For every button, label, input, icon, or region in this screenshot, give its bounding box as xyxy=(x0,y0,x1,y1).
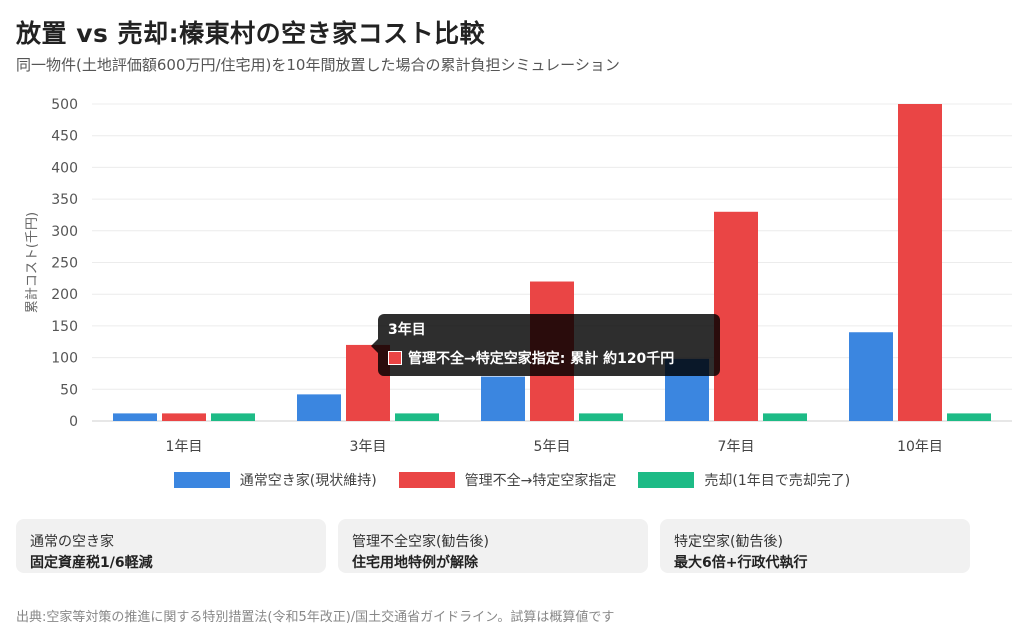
card-value: 固定資産税1/6軽減 xyxy=(30,555,153,571)
legend-swatch-designated xyxy=(398,472,455,488)
info-card-normal: 通常の空き家 固定資産税1/6軽減 xyxy=(16,519,326,573)
y-tick-label: 300 xyxy=(51,224,78,240)
bar-2-0 xyxy=(211,413,255,421)
y-tick-label: 450 xyxy=(51,129,78,145)
tooltip-title: 3年目 xyxy=(388,322,426,338)
page-title: 放置 vs 売却:榛東村の空き家コスト比較 xyxy=(16,19,486,48)
tooltip-arrow xyxy=(371,339,378,353)
bar-1-4 xyxy=(898,104,942,421)
card-label: 管理不全空家(勧告後) xyxy=(352,534,489,550)
x-tick-label: 3年目 xyxy=(350,439,387,455)
legend-label-sale: 売却(1年目で売却完了) xyxy=(704,473,851,489)
y-tick-label: 100 xyxy=(51,351,78,367)
legend-item-designated[interactable]: 管理不全→特定空家指定 xyxy=(398,470,617,490)
y-tick-label: 500 xyxy=(51,97,78,113)
y-tick-label: 400 xyxy=(51,160,78,176)
y-tick-label: 150 xyxy=(51,319,78,335)
bar-1-0 xyxy=(162,413,206,421)
bar-0-0 xyxy=(113,413,157,421)
legend-item-sale[interactable]: 売却(1年目で売却完了) xyxy=(638,470,850,490)
card-value: 最大6倍+行政代執行 xyxy=(674,555,808,571)
bar-0-4 xyxy=(849,332,893,421)
bar-0-1 xyxy=(297,394,341,421)
tooltip-swatch xyxy=(388,351,402,365)
y-tick-label: 50 xyxy=(60,382,78,398)
bar-2-1 xyxy=(395,413,439,421)
y-tick-label: 200 xyxy=(51,287,78,303)
y-axis-label: 累計コスト(千円) xyxy=(24,212,40,313)
card-label: 通常の空き家 xyxy=(30,534,114,550)
x-tick-label: 7年目 xyxy=(718,439,755,455)
y-tick-label: 0 xyxy=(69,414,78,430)
info-cards: 通常の空き家 固定資産税1/6軽減 管理不全空家(勧告後) 住宅用地特例が解除 … xyxy=(16,519,970,573)
info-card-designated: 特定空家(勧告後) 最大6倍+行政代執行 xyxy=(660,519,970,573)
y-tick-label: 350 xyxy=(51,192,78,208)
card-value: 住宅用地特例が解除 xyxy=(352,555,478,571)
chart-legend: 通常空き家(現状維持) 管理不全→特定空家指定 売却(1年目で売却完了) xyxy=(0,470,1024,490)
card-label: 特定空家(勧告後) xyxy=(674,534,783,550)
bar-2-3 xyxy=(763,413,807,421)
legend-item-normal[interactable]: 通常空き家(現状維持) xyxy=(173,470,377,490)
y-tick-label: 250 xyxy=(51,256,78,272)
legend-label-designated: 管理不全→特定空家指定 xyxy=(464,473,617,489)
bar-2-2 xyxy=(579,413,623,421)
x-tick-label: 1年目 xyxy=(166,439,203,455)
bar-0-2 xyxy=(481,376,525,421)
tooltip-text: 管理不全→特定空家指定: 累計 約120千円 xyxy=(408,351,675,367)
tooltip-body: 管理不全→特定空家指定: 累計 約120千円 xyxy=(388,348,710,368)
bar-1-3 xyxy=(714,211,758,421)
legend-swatch-sale xyxy=(638,472,695,488)
x-tick-label: 10年目 xyxy=(897,439,943,455)
info-card-mismanaged: 管理不全空家(勧告後) 住宅用地特例が解除 xyxy=(338,519,648,573)
source-note: 出典:空家等対策の推進に関する特別措置法(令和5年改正)/国土交通省ガイドライン… xyxy=(16,610,615,625)
bar-chart: 0 50 100 150 200 250 300 350 400 450 500 累計コスト(千円) 1… xyxy=(24,97,1012,455)
legend-label-normal: 通常空き家(現状維持) xyxy=(239,473,377,489)
x-tick-label: 5年目 xyxy=(534,439,571,455)
chart-tooltip: 3年目 管理不全→特定空家指定: 累計 約120千円 xyxy=(371,314,720,376)
bar-2-4 xyxy=(947,413,991,421)
page-subtitle: 同一物件(土地評価額600万円/住宅用)を10年間放置した場合の累計負担シミュレ… xyxy=(16,56,620,74)
legend-swatch-normal xyxy=(173,472,230,488)
